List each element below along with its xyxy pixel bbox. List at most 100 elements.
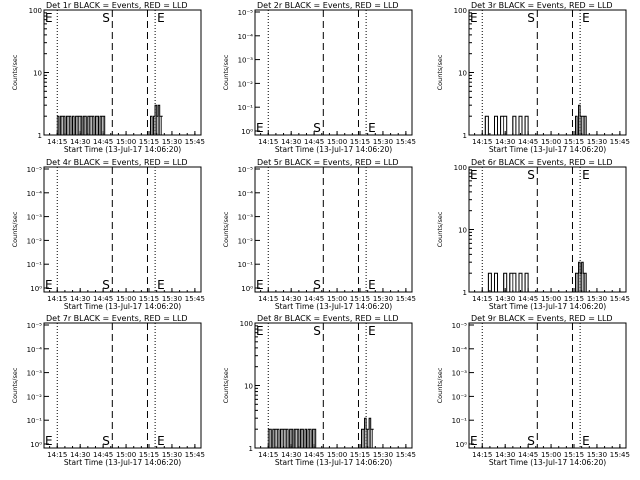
x-tick-label: 14:45 — [93, 451, 113, 459]
y-tick-label: 10⁻⁵ — [238, 166, 254, 174]
y-tick-label: 10⁻¹ — [238, 104, 254, 112]
y-tick-label: 10⁻² — [238, 80, 254, 88]
x-tick-label: 15:15 — [564, 451, 584, 459]
start-marker: S — [313, 278, 321, 292]
y-tick-label: 1 — [463, 289, 467, 297]
edge-marker: E — [45, 434, 53, 448]
x-tick-label: 14:15 — [258, 451, 278, 459]
y-tick-label: 100 — [454, 7, 467, 15]
x-tick-label: 15:00 — [116, 138, 136, 146]
x-tick-label: 15:30 — [373, 138, 393, 146]
start-marker: S — [102, 278, 110, 292]
x-tick-label: 15:30 — [373, 451, 393, 459]
y-tick-label: 10⁻² — [238, 237, 254, 245]
x-tick-label: 15:15 — [564, 295, 584, 303]
x-tick-label: 15:00 — [541, 451, 561, 459]
events-series-segment — [574, 104, 588, 136]
y-axis-label: Counts/sec — [222, 367, 230, 403]
y-tick-label: 10⁻³ — [27, 370, 43, 378]
start-marker: S — [313, 324, 321, 338]
y-tick-label: 10 — [458, 70, 467, 78]
detector-panel-5: Det 5r BLACK = Events, RED = LLD 10⁰ 10⁻¹ 1… — [222, 158, 416, 311]
x-tick-label: 15:30 — [587, 451, 607, 459]
y-tick-label: 10⁻² — [452, 393, 468, 401]
y-tick-label: 10⁻⁴ — [238, 190, 254, 198]
plot-frame — [43, 166, 202, 293]
panel-title: Det 1r BLACK = Events, RED = LLD — [46, 1, 188, 10]
x-tick-label: 15:15 — [564, 138, 584, 146]
x-axis-label: Start Time (13-Jul-17 14:06:20) — [489, 145, 606, 154]
y-tick-label: 1 — [463, 132, 467, 140]
x-axis-label: Start Time (13-Jul-17 14:06:20) — [275, 145, 392, 154]
start-marker: S — [527, 11, 535, 25]
x-axis-label: Start Time (13-Jul-17 14:06:20) — [64, 302, 181, 311]
y-tick-label: 100 — [454, 164, 467, 172]
x-tick-label: 15:15 — [350, 451, 370, 459]
y-axis-label: Counts/sec — [436, 211, 444, 247]
x-tick-label: 15:00 — [541, 138, 561, 146]
y-tick-label: 10⁻³ — [238, 214, 254, 222]
x-tick-label: 14:30 — [281, 138, 301, 146]
y-tick-label: 10⁰ — [241, 285, 253, 293]
x-tick-label: 14:45 — [518, 138, 538, 146]
x-tick-label: 14:45 — [304, 451, 324, 459]
end-marker: E — [157, 434, 165, 448]
events-series-segment — [360, 417, 374, 449]
panel-title: Det 2r BLACK = Events, RED = LLD — [257, 1, 399, 10]
panel-title: Det 8r BLACK = Events, RED = LLD — [257, 314, 399, 323]
start-marker: S — [527, 168, 535, 182]
x-tick-label: 14:30 — [281, 295, 301, 303]
x-tick-label: 14:45 — [93, 138, 113, 146]
y-axis-label: Counts/sec — [436, 54, 444, 90]
events-series-segment — [485, 272, 533, 293]
y-tick-label: 1 — [249, 445, 253, 453]
y-axis-label: Counts/sec — [436, 367, 444, 403]
detector-panel-9: Det 9r BLACK = Events, RED = LLD 10⁰ 10⁻¹ 1… — [436, 314, 630, 467]
x-tick-label: 14:15 — [472, 451, 492, 459]
y-tick-label: 10⁻² — [27, 237, 43, 245]
end-marker: E — [582, 11, 590, 25]
y-tick-label: 10⁻¹ — [238, 261, 254, 269]
detector-panel-6: Det 6r BLACK = Events, RED = LLD 1 10 100 Co… — [436, 158, 630, 311]
x-tick-label: 15:45 — [396, 138, 416, 146]
x-tick-label: 15:45 — [610, 451, 630, 459]
x-tick-label: 15:00 — [541, 295, 561, 303]
end-marker: E — [368, 324, 376, 338]
x-tick-label: 14:45 — [304, 295, 324, 303]
x-tick-label: 15:15 — [139, 295, 159, 303]
x-tick-label: 14:30 — [70, 451, 90, 459]
x-tick-label: 14:15 — [258, 138, 278, 146]
start-marker: S — [102, 11, 110, 25]
plot-frame — [254, 9, 413, 136]
events-series-segment — [482, 115, 530, 136]
events-series-segment — [149, 104, 163, 136]
x-tick-label: 14:45 — [518, 451, 538, 459]
detector-panel-3: Det 3r BLACK = Events, RED = LLD 1 10 100 Co… — [436, 1, 630, 154]
detector-panel-7: Det 7r BLACK = Events, RED = LLD 10⁰ 10⁻¹ 1… — [11, 314, 205, 467]
y-tick-label: 10⁻⁴ — [27, 346, 43, 354]
y-tick-label: 10⁻⁵ — [452, 322, 468, 330]
y-tick-label: 10⁰ — [241, 128, 253, 136]
plot-frame — [468, 9, 627, 136]
y-tick-label: 10⁻¹ — [27, 261, 43, 269]
x-axis-label: Start Time (13-Jul-17 14:06:20) — [275, 302, 392, 311]
x-tick-label: 14:30 — [495, 451, 515, 459]
edge-marker: E — [45, 278, 53, 292]
x-tick-label: 15:30 — [162, 451, 182, 459]
x-axis-label: Start Time (13-Jul-17 14:06:20) — [489, 302, 606, 311]
y-tick-label: 10⁻³ — [452, 370, 468, 378]
x-tick-label: 15:30 — [587, 138, 607, 146]
detector-panel-2: Det 2r BLACK = Events, RED = LLD 10⁰ 10⁻¹ 1… — [222, 1, 416, 154]
x-tick-label: 14:45 — [518, 295, 538, 303]
y-tick-label: 10⁰ — [455, 441, 467, 449]
plot-frame — [254, 166, 413, 293]
y-tick-label: 10⁻⁵ — [238, 9, 254, 17]
x-tick-label: 14:30 — [70, 138, 90, 146]
start-marker: S — [527, 434, 535, 448]
end-marker: E — [368, 278, 376, 292]
detector-panel-4: Det 4r BLACK = Events, RED = LLD 10⁰ 10⁻¹ 1… — [11, 158, 205, 311]
x-tick-label: 15:30 — [587, 295, 607, 303]
x-axis-label: Start Time (13-Jul-17 14:06:20) — [275, 458, 392, 467]
x-tick-label: 15:00 — [327, 138, 347, 146]
x-axis-label: Start Time (13-Jul-17 14:06:20) — [489, 458, 606, 467]
